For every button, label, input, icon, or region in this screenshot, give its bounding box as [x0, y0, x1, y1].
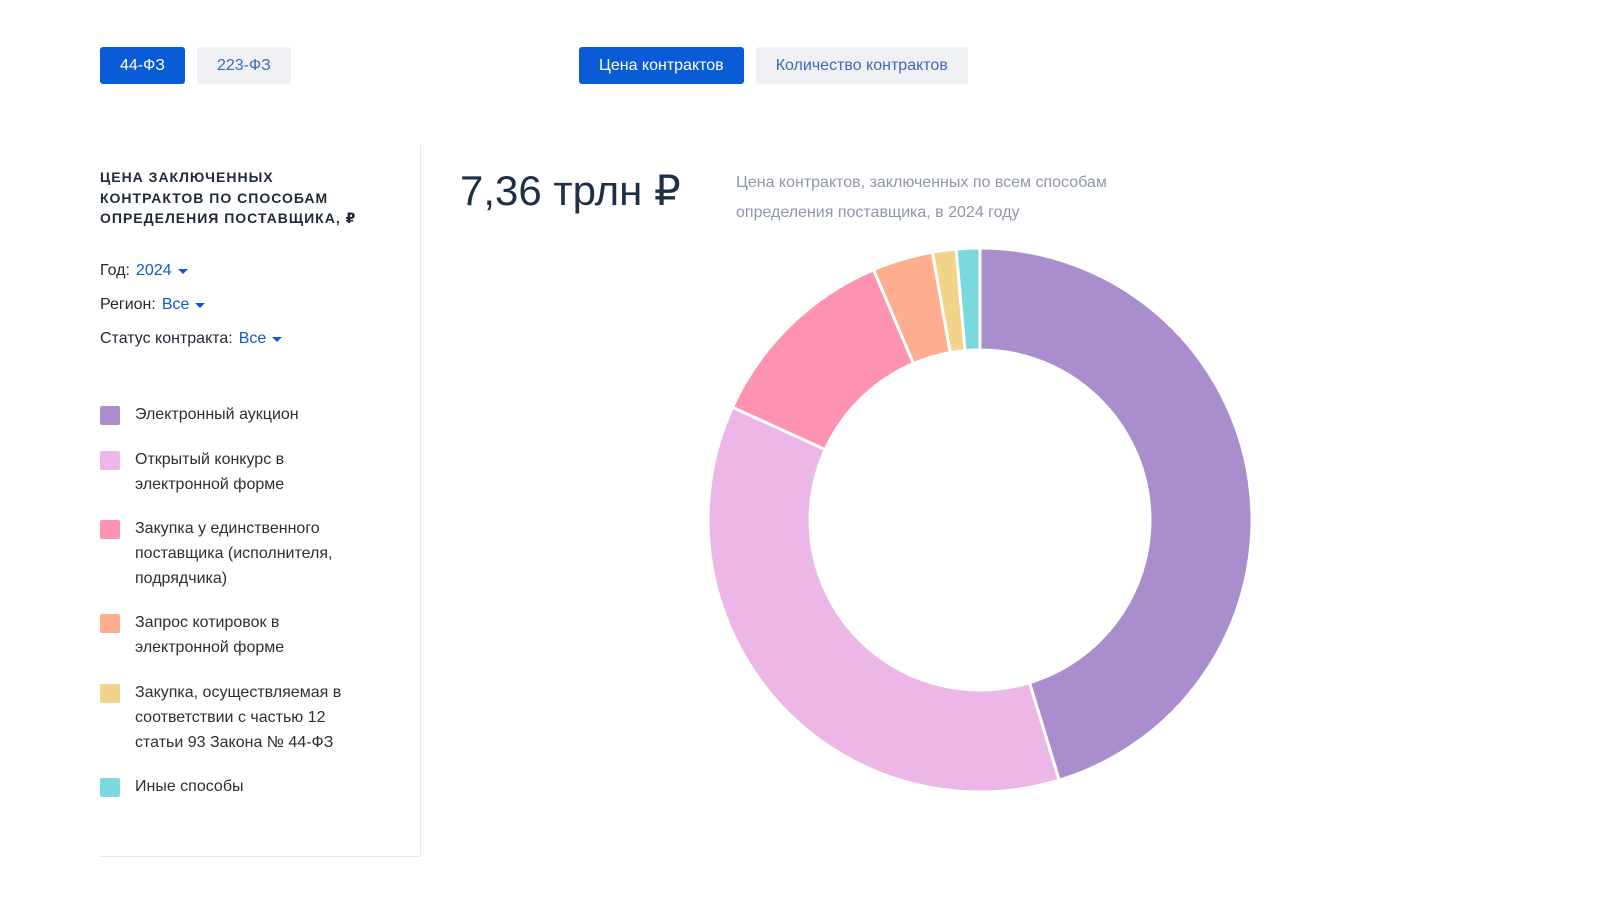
legend-item[interactable]: Иные способы: [100, 777, 375, 799]
legend-item[interactable]: Закупка, осуществляемая в соответствии с…: [100, 683, 375, 755]
total-value: 7,36 трлн ₽: [460, 167, 681, 214]
region-filter-dropdown[interactable]: Все: [162, 296, 206, 314]
legend-label: Закупка у единственного поставщика (испо…: [135, 520, 333, 587]
chevron-down-icon: [177, 268, 188, 274]
legend-label: Запрос котировок в электронной форме: [135, 614, 285, 656]
year-filter-dropdown[interactable]: 2024: [136, 262, 188, 280]
law-223fz-button[interactable]: 223-ФЗ: [196, 47, 291, 84]
legend-swatch: [100, 406, 120, 425]
legend-label: Электронный аукцион: [135, 406, 299, 423]
contract-price-button[interactable]: Цена контрактов: [579, 47, 744, 84]
legend-item[interactable]: Открытый конкурс в электронной форме: [100, 450, 375, 497]
donut-chart: [706, 246, 1254, 794]
legend-swatch: [100, 778, 120, 797]
status-filter: Статус контракта: Все: [100, 330, 283, 348]
region-filter-label: Регион:: [100, 296, 156, 313]
legend-swatch: [100, 684, 120, 703]
year-filter: Год: 2024: [100, 262, 188, 280]
legend-label: Закупка, осуществляемая в соответствии с…: [135, 684, 342, 751]
region-filter: Регион: Все: [100, 296, 206, 314]
region-filter-value: Все: [161, 296, 190, 313]
legend-swatch: [100, 451, 120, 470]
status-filter-value: Все: [238, 330, 267, 347]
legend-item[interactable]: Запрос котировок в электронной форме: [100, 613, 375, 660]
status-filter-label: Статус контракта:: [100, 330, 233, 347]
year-filter-value: 2024: [135, 262, 172, 279]
donut-slice[interactable]: [954, 246, 982, 353]
metric-toggle: Цена контрактов Количество контрактов: [579, 47, 968, 84]
chevron-down-icon: [195, 302, 206, 308]
status-filter-dropdown[interactable]: Все: [239, 330, 283, 348]
total-caption: Цена контрактов, заключенных по всем спо…: [736, 174, 1107, 221]
donut-slice[interactable]: [706, 405, 1062, 794]
sidebar-divider: [100, 856, 420, 857]
sidebar-title: ЦЕНА ЗАКЛЮЧЕННЫХ КОНТРАКТОВ ПО СПОСОБАМ …: [100, 169, 357, 226]
legend-item[interactable]: Электронный аукцион: [100, 405, 375, 427]
law-toggle: 44-ФЗ 223-ФЗ: [100, 47, 291, 84]
legend-swatch: [100, 614, 120, 633]
contract-count-button[interactable]: Количество контрактов: [755, 47, 968, 84]
legend-label: Открытый конкурс в электронной форме: [135, 451, 285, 493]
sidebar: ЦЕНА ЗАКЛЮЧЕННЫХ КОНТРАКТОВ ПО СПОСОБАМ …: [100, 145, 421, 855]
legend-label: Иные способы: [135, 778, 244, 795]
donut-slice[interactable]: [978, 246, 1254, 783]
year-filter-label: Год:: [100, 262, 130, 279]
legend-swatch: [100, 520, 120, 539]
legend-item[interactable]: Закупка у единственного поставщика (испо…: [100, 519, 375, 591]
law-44fz-button[interactable]: 44-ФЗ: [100, 47, 185, 84]
chevron-down-icon: [272, 336, 283, 342]
